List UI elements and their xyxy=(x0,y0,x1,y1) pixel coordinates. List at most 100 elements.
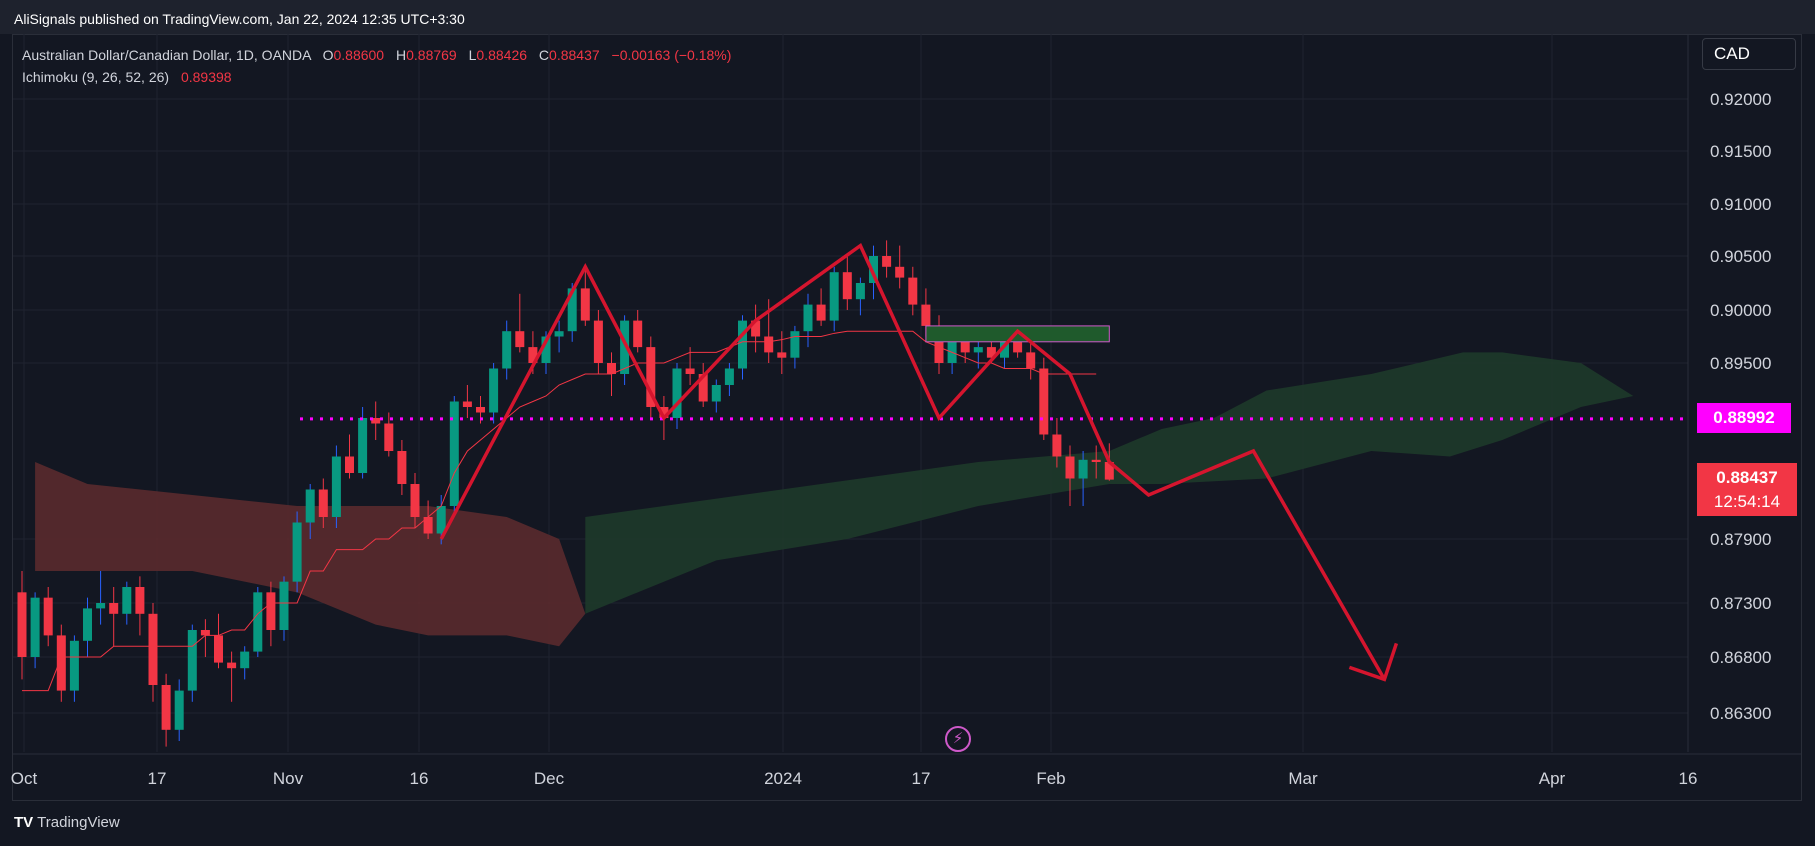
candle-body xyxy=(960,336,970,353)
time-tick-label: Feb xyxy=(1036,769,1065,788)
candle-body xyxy=(986,347,996,358)
candle-body xyxy=(908,277,918,305)
high-label: H xyxy=(395,47,407,63)
candle-body xyxy=(214,635,223,663)
candle-body xyxy=(882,256,892,267)
published-by: AliSignals published on TradingView.com,… xyxy=(14,11,465,27)
candle-body xyxy=(161,685,171,730)
candle-body xyxy=(607,363,616,374)
candle-body xyxy=(816,304,826,321)
candle-body xyxy=(1078,459,1088,479)
candle-body xyxy=(698,374,708,402)
candle-body xyxy=(423,517,433,534)
close-value: 0.88437 xyxy=(549,47,600,63)
candle-body xyxy=(554,331,564,337)
candle-body xyxy=(803,304,813,332)
candle-body xyxy=(318,489,328,517)
candle-body xyxy=(921,304,931,326)
candle-body xyxy=(751,320,761,337)
change-value: −0.00163 (−0.18%) xyxy=(611,47,732,63)
indicator-lines xyxy=(22,330,1097,692)
candle-body xyxy=(973,347,983,353)
candle-body xyxy=(646,347,656,407)
candle-body xyxy=(633,320,643,348)
legend: Australian Dollar/Canadian Dollar, 1D, O… xyxy=(22,44,731,88)
candle-body xyxy=(855,283,865,300)
time-tick-label: Apr xyxy=(1539,769,1566,788)
price-tick-label: 0.90500 xyxy=(1710,247,1771,266)
candle-body xyxy=(869,256,878,283)
open-value: 0.88600 xyxy=(333,47,385,63)
candle-body xyxy=(842,272,852,300)
candle-body xyxy=(829,272,839,321)
indicator-name[interactable]: Ichimoku (9, 26, 52, 26) xyxy=(22,69,170,85)
candle-body xyxy=(659,407,669,418)
candle-body xyxy=(305,489,315,523)
time-tick-label: Oct xyxy=(11,769,38,788)
last-price-label: 0.88437 12:54:14 xyxy=(1697,463,1797,516)
kumo-bearish xyxy=(35,462,586,647)
ichimoku-cloud xyxy=(35,352,1660,647)
price-tick-label: 0.87300 xyxy=(1710,594,1771,613)
indicator-row: Ichimoku (9, 26, 52, 26) 0.89398 xyxy=(22,66,731,88)
low-value: 0.88426 xyxy=(476,47,528,63)
time-tick-label: 2024 xyxy=(764,769,802,788)
time-axis[interactable]: Oct 17 Nov 16 Dec 2024 17 Feb Mar Apr 16 xyxy=(11,753,1802,788)
price-axis[interactable]: 0.92000 0.91500 0.91000 0.90500 0.90000 0.895… xyxy=(1687,34,1771,752)
candle-body xyxy=(724,368,734,385)
projection-arrow-head xyxy=(1348,642,1399,682)
candle-body xyxy=(436,506,446,534)
currency-button[interactable]: CAD xyxy=(1702,38,1796,70)
candle-body xyxy=(43,597,53,636)
footer: TV TradingView xyxy=(14,814,120,831)
last-price: 0.88437 xyxy=(1716,468,1778,487)
candle-body xyxy=(279,581,289,630)
candle-body xyxy=(685,368,695,374)
candle-body xyxy=(69,640,79,691)
candle-body xyxy=(1052,434,1062,457)
candle-body xyxy=(1026,352,1036,369)
price-tick-label: 0.86800 xyxy=(1710,648,1771,667)
candle-body xyxy=(934,325,944,363)
high-value: 0.88769 xyxy=(406,47,457,63)
top-bar: AliSignals published on TradingView.com,… xyxy=(0,0,1815,34)
level-price-label: 0.88992 xyxy=(1697,403,1791,433)
candle-body xyxy=(711,385,721,402)
time-tick-label: 16 xyxy=(1679,769,1698,788)
candle-body xyxy=(1065,456,1075,479)
price-tick-label: 0.92000 xyxy=(1710,90,1771,109)
candle-body xyxy=(502,331,512,369)
candle-body xyxy=(148,613,158,685)
kijun-line xyxy=(22,330,1097,692)
symbol-name[interactable]: Australian Dollar/Canadian Dollar, 1D, O… xyxy=(22,47,311,63)
price-tick-label: 0.87900 xyxy=(1710,530,1771,549)
open-label: O xyxy=(322,47,334,63)
time-tick-label: Nov xyxy=(273,769,304,788)
candle-body xyxy=(620,320,630,374)
candle-body xyxy=(109,603,119,614)
price-tick-label: 0.91500 xyxy=(1710,142,1771,161)
candle-body xyxy=(358,418,368,473)
candle-body xyxy=(515,331,525,348)
candle-body xyxy=(738,320,747,369)
candle-body xyxy=(56,635,66,691)
candle-body xyxy=(947,336,957,363)
symbol-row: Australian Dollar/Canadian Dollar, 1D, O… xyxy=(22,44,731,66)
candles xyxy=(17,240,1114,747)
candle-body xyxy=(96,603,106,609)
flash-icon[interactable]: ⚡ xyxy=(945,726,971,752)
candle-body xyxy=(777,352,787,358)
candle-body xyxy=(895,266,905,278)
candle-body xyxy=(1013,341,1023,353)
footer-brand[interactable]: TradingView xyxy=(37,814,120,831)
price-tick-label: 0.90000 xyxy=(1710,301,1771,320)
candle-body xyxy=(672,368,682,418)
price-tick-label: 0.86300 xyxy=(1710,704,1771,723)
candle-body xyxy=(764,336,774,353)
candle-body xyxy=(30,597,40,657)
close-label: C xyxy=(538,47,550,63)
time-tick-label: 17 xyxy=(148,769,167,788)
time-tick-label: 17 xyxy=(912,769,931,788)
candle-body xyxy=(266,592,276,630)
